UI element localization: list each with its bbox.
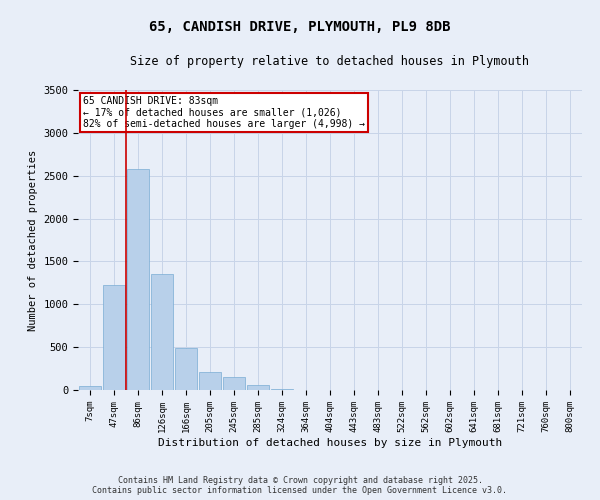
Text: 65 CANDISH DRIVE: 83sqm
← 17% of detached houses are smaller (1,026)
82% of semi: 65 CANDISH DRIVE: 83sqm ← 17% of detache…: [83, 96, 365, 129]
Text: 65, CANDISH DRIVE, PLYMOUTH, PL9 8DB: 65, CANDISH DRIVE, PLYMOUTH, PL9 8DB: [149, 20, 451, 34]
Bar: [223, 376, 245, 390]
X-axis label: Distribution of detached houses by size in Plymouth: Distribution of detached houses by size …: [158, 438, 502, 448]
Y-axis label: Number of detached properties: Number of detached properties: [28, 150, 38, 330]
Bar: [79, 386, 101, 390]
Bar: [103, 286, 125, 390]
Bar: [199, 372, 221, 390]
Bar: [151, 274, 173, 390]
Title: Size of property relative to detached houses in Plymouth: Size of property relative to detached ho…: [131, 55, 530, 68]
Bar: [271, 389, 293, 390]
Bar: [175, 348, 197, 390]
Text: Contains HM Land Registry data © Crown copyright and database right 2025.
Contai: Contains HM Land Registry data © Crown c…: [92, 476, 508, 495]
Bar: [247, 386, 269, 390]
Bar: [127, 169, 149, 390]
